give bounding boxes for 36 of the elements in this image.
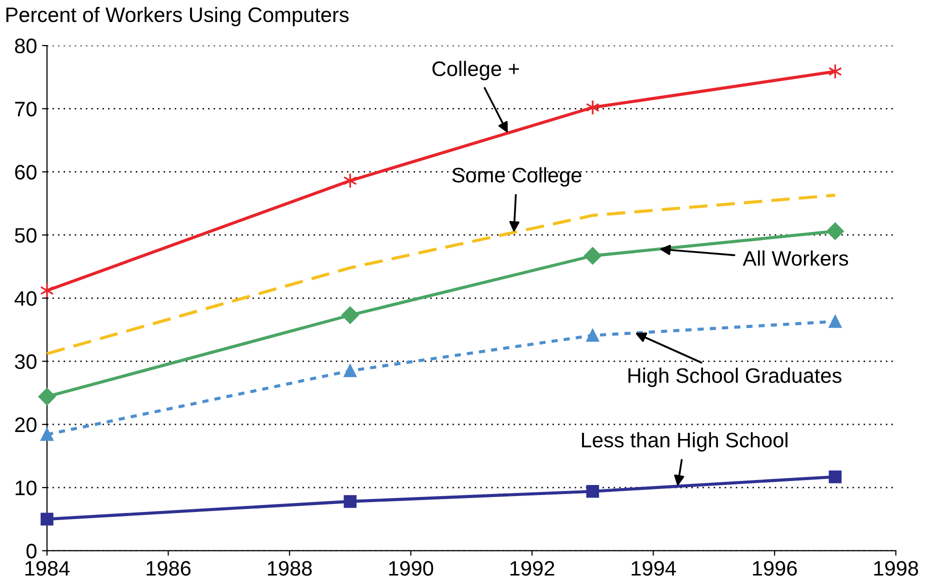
y-tick-label: 0 <box>26 544 36 558</box>
point <box>341 306 359 324</box>
x-tick-label: 1986 <box>146 560 191 576</box>
point <box>586 484 600 498</box>
x-tick-label: 1994 <box>632 560 676 576</box>
y-tick-label: 30 <box>14 354 36 370</box>
annotation: Less than High School <box>582 432 788 452</box>
y-tick-label: 40 <box>14 291 36 306</box>
annotation: College + <box>432 60 519 80</box>
annotation: Some College <box>452 167 582 187</box>
x-tick-label: 1992 <box>510 560 554 576</box>
annotation: High School Graduates <box>628 368 842 388</box>
point <box>584 247 602 265</box>
y-tick-label: 80 <box>15 38 36 54</box>
x-tick-label: 1990 <box>389 560 434 576</box>
point <box>828 470 842 484</box>
point <box>826 222 844 240</box>
point <box>40 512 54 526</box>
y-tick-label: 50 <box>14 228 36 243</box>
y-axis-title: Percent of Workers Using Computers <box>6 6 349 26</box>
point <box>40 282 54 298</box>
x-tick-label: 1988 <box>268 560 312 576</box>
x-tick-label: 1996 <box>752 560 797 576</box>
y-tick-label: 60 <box>15 164 36 180</box>
point <box>344 495 357 508</box>
y-tick-label: 10 <box>16 480 36 496</box>
point <box>38 388 56 406</box>
annotation: All Workers <box>742 250 848 266</box>
point <box>828 315 842 328</box>
point <box>344 364 357 378</box>
x-tick-label: 1984 <box>25 560 70 576</box>
y-tick-label: 70 <box>15 102 36 116</box>
point <box>586 328 600 342</box>
x-tick-label: 1998 <box>874 560 918 576</box>
point <box>40 428 54 441</box>
y-tick-label: 20 <box>15 417 36 432</box>
